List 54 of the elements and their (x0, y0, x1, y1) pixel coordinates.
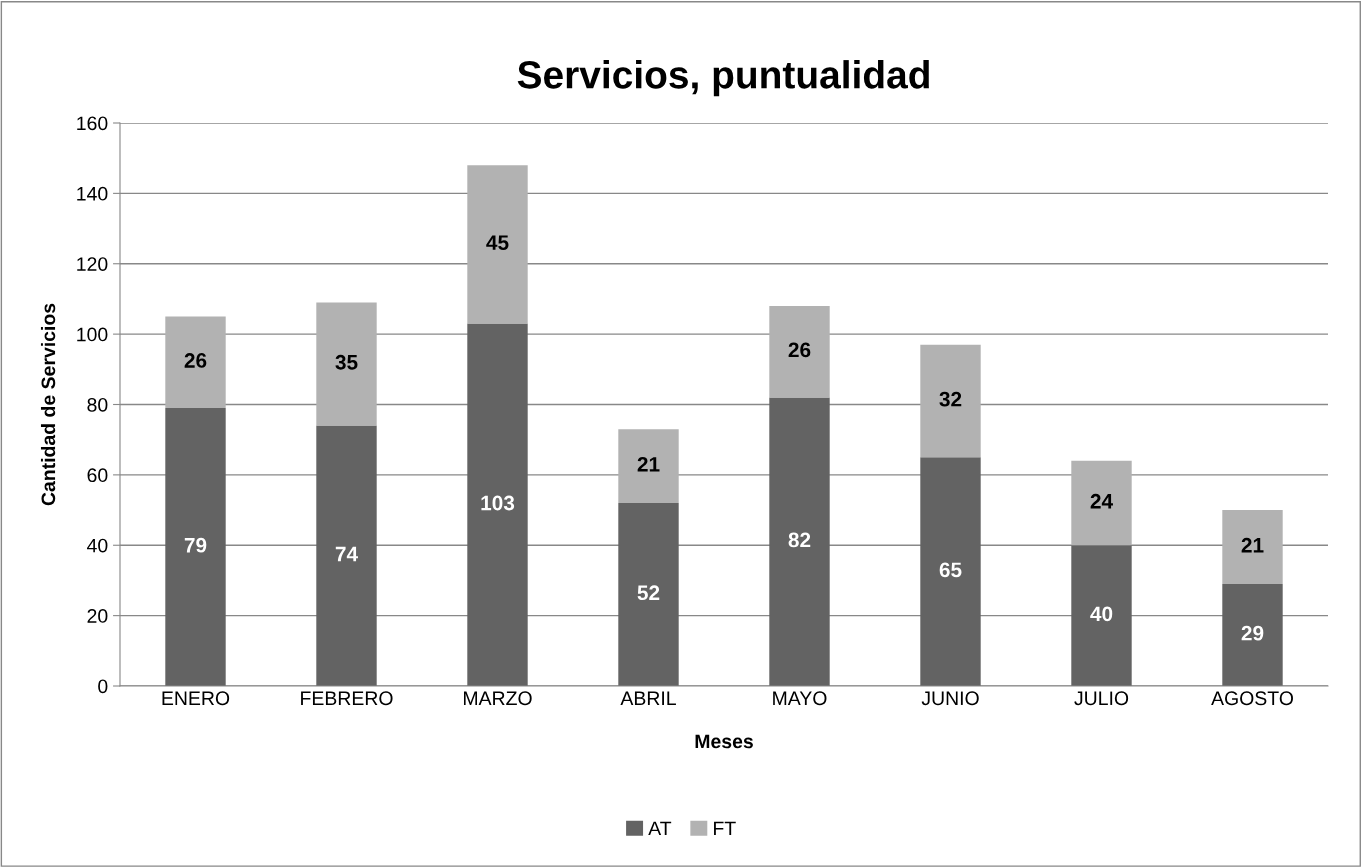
x-tick-label: AGOSTO (1211, 691, 1293, 706)
chart-title: Servicios, puntualidad (517, 60, 929, 97)
y-tick-label: 40 (87, 538, 108, 553)
bar (1222, 510, 1283, 584)
x-tick-label: MAYO (773, 691, 827, 706)
bar (618, 503, 679, 686)
x-tick-label: JUNIO (921, 691, 979, 706)
bar (920, 344, 981, 458)
y-tick-label: 160 (77, 116, 108, 131)
data-label: 74 (335, 546, 358, 562)
y-tick-label: 20 (87, 609, 108, 623)
legend-label: AT (648, 821, 672, 836)
y-tick-label: 0 (98, 679, 108, 694)
x-tick-label: MARZO (463, 691, 532, 706)
data-label: 24 (1090, 493, 1113, 509)
bar (165, 408, 226, 686)
data-label: 26 (788, 342, 811, 358)
bar (467, 165, 528, 324)
bar (467, 323, 528, 686)
y-tick-label: 80 (87, 397, 108, 412)
data-label: 35 (335, 354, 358, 370)
data-label: 65 (939, 562, 962, 578)
data-label: 21 (1241, 537, 1264, 553)
y-tick-label: 100 (77, 327, 108, 342)
bar (165, 316, 226, 409)
data-label: 82 (788, 532, 811, 548)
bar (618, 429, 679, 504)
y-tick-label: 120 (77, 257, 108, 271)
bar (1071, 545, 1132, 686)
x-tick-label: ABRIL (620, 691, 676, 705)
data-label: 45 (486, 235, 509, 250)
data-label: 52 (637, 585, 660, 601)
data-label: 103 (481, 495, 515, 511)
legend-label: FT (714, 821, 736, 836)
y-tick-label: 140 (77, 186, 108, 201)
data-label: 21 (637, 456, 660, 472)
bar (316, 302, 377, 426)
data-label: 32 (939, 391, 962, 407)
bar (1222, 583, 1283, 686)
data-label: 79 (184, 537, 207, 553)
bar (769, 397, 830, 686)
data-label: 40 (1090, 606, 1113, 622)
x-tick-label: ENERO (162, 691, 230, 706)
bar (920, 457, 981, 686)
data-label: 26 (184, 353, 207, 368)
x-tick-label: FEBRERO (301, 691, 393, 706)
x-tick-label: JULIO (1074, 691, 1129, 706)
bar (769, 305, 830, 398)
x-axis-title: Meses (695, 734, 753, 749)
bar (1071, 460, 1132, 546)
y-axis-title: Cantidad de Servicios (40, 303, 56, 506)
data-label: 29 (1241, 625, 1264, 641)
y-tick-label: 60 (87, 468, 108, 483)
bar (316, 425, 377, 686)
